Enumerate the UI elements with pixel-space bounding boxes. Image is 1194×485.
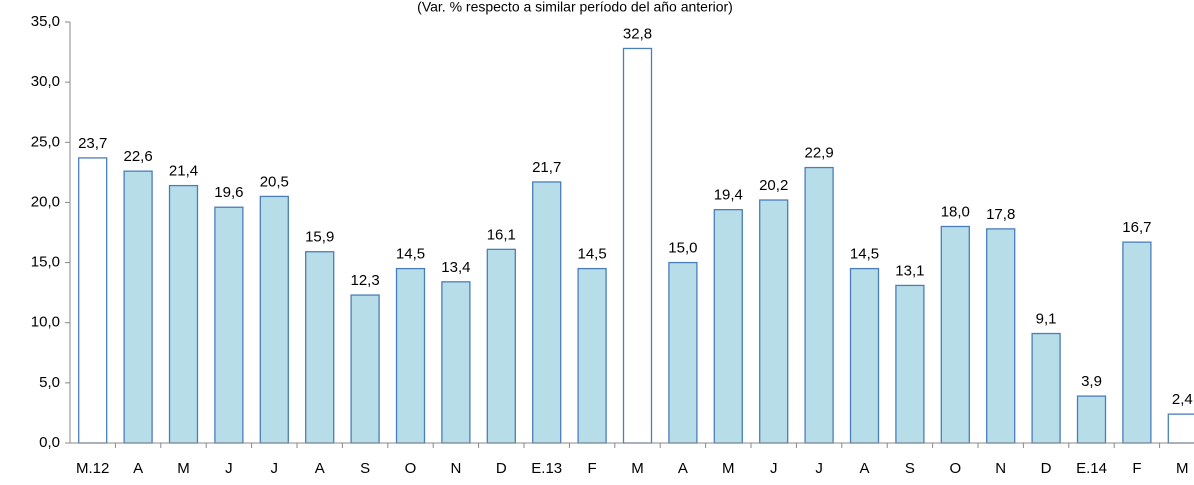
data-label: 15,0 — [668, 240, 697, 257]
y-tick-label: 20,0 — [31, 193, 60, 210]
bar — [1031, 332, 1061, 444]
bar — [713, 208, 743, 444]
data-label: 17,8 — [986, 206, 1015, 223]
x-tick-label: A — [859, 460, 869, 477]
bar — [395, 267, 426, 444]
bar — [214, 206, 244, 444]
bar — [759, 199, 789, 444]
data-label: 14,5 — [396, 246, 425, 263]
y-tick-label: 15,0 — [31, 254, 60, 271]
x-tick-label: M — [722, 460, 735, 477]
data-label: 19,4 — [714, 187, 743, 204]
x-tick-label: N — [450, 460, 461, 477]
bar — [486, 248, 516, 444]
x-tick-label: M — [177, 460, 190, 477]
y-tick-label: 0,0 — [39, 434, 60, 451]
x-tick-label: J — [815, 460, 823, 477]
x-tick-label: A — [678, 460, 688, 477]
x-tick-label: E.13 — [531, 460, 562, 477]
data-label: 22,6 — [123, 148, 152, 165]
x-tick-label: S — [360, 460, 370, 477]
bar — [622, 47, 653, 444]
data-label: 14,5 — [577, 246, 606, 263]
y-tick-label: 5,0 — [39, 374, 60, 391]
data-label: 16,7 — [1122, 219, 1151, 236]
bar — [123, 170, 153, 444]
data-label: 2,4 — [1172, 391, 1193, 408]
x-tick-label: A — [133, 460, 143, 477]
bar — [895, 284, 925, 444]
bar — [168, 184, 199, 444]
data-label: 21,4 — [169, 163, 198, 180]
bar — [532, 181, 562, 444]
bar — [78, 157, 108, 444]
data-label: 13,4 — [441, 259, 470, 276]
bar — [350, 294, 380, 444]
x-tick-label: M.12 — [76, 460, 109, 477]
data-label: 23,7 — [78, 135, 107, 152]
bar — [668, 261, 698, 444]
x-tick-label: O — [949, 460, 961, 477]
bar — [849, 267, 880, 444]
data-label: 3,9 — [1081, 373, 1102, 390]
x-tick-label: M — [631, 460, 644, 477]
bar — [305, 251, 335, 444]
x-tick-label: J — [770, 460, 778, 477]
y-tick-label: 25,0 — [31, 133, 60, 150]
x-tick-label: S — [905, 460, 915, 477]
data-label: 19,6 — [214, 184, 243, 201]
x-tick-label: A — [315, 460, 325, 477]
bar — [804, 166, 834, 444]
x-tick-label: F — [588, 460, 597, 477]
bar — [1076, 395, 1107, 444]
data-label: 16,1 — [487, 226, 516, 243]
data-label: 32,8 — [623, 25, 652, 42]
bar — [441, 281, 471, 444]
x-tick-label: D — [1041, 460, 1052, 477]
data-label: 20,5 — [260, 173, 289, 190]
y-tick-label: 35,0 — [31, 13, 60, 30]
data-label: 15,9 — [305, 229, 334, 246]
chart-title: (Var. % respecto a similar período del a… — [417, 0, 733, 15]
y-tick-label: 30,0 — [31, 73, 60, 90]
x-tick-label: F — [1132, 460, 1141, 477]
x-tick-label: J — [271, 460, 279, 477]
data-label: 13,1 — [895, 262, 924, 279]
x-tick-label: M — [1176, 460, 1189, 477]
bar — [940, 225, 970, 444]
bar — [259, 195, 289, 444]
bar — [577, 267, 607, 444]
y-tick-label: 10,0 — [31, 314, 60, 331]
bar — [1122, 241, 1152, 444]
x-tick-label: D — [496, 460, 507, 477]
data-label: 14,5 — [850, 246, 879, 263]
data-label: 21,7 — [532, 159, 561, 176]
x-tick-label: J — [225, 460, 233, 477]
x-tick-label: N — [995, 460, 1006, 477]
data-label: 20,2 — [759, 177, 788, 194]
data-label: 12,3 — [350, 272, 379, 289]
bar — [1167, 413, 1194, 444]
data-label: 9,1 — [1036, 311, 1057, 328]
x-tick-label: O — [405, 460, 417, 477]
data-label: 18,0 — [941, 203, 970, 220]
x-tick-label: E.14 — [1076, 460, 1107, 477]
bar — [986, 228, 1016, 444]
data-label: 22,9 — [804, 145, 833, 162]
